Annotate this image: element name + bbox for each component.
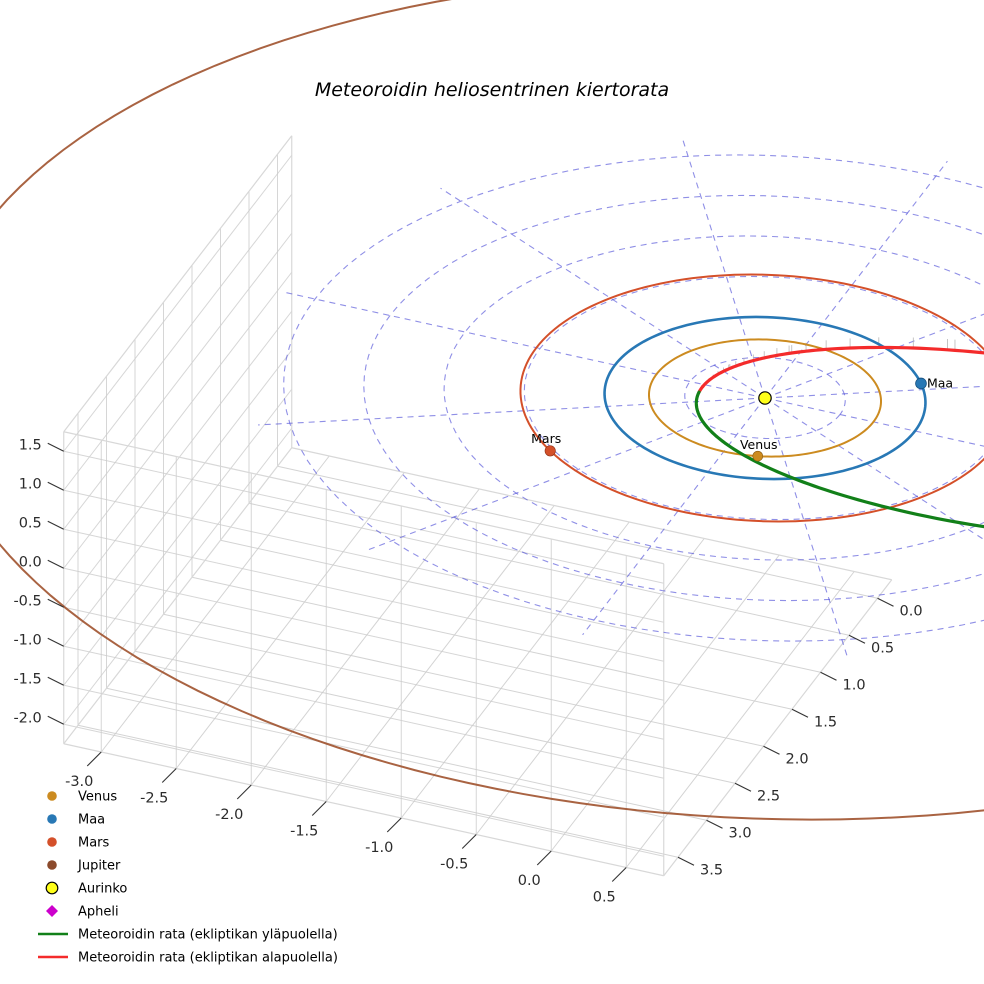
svg-text:1.0: 1.0 xyxy=(19,476,42,492)
meteoroid-orbit xyxy=(694,345,984,529)
svg-text:-1.0: -1.0 xyxy=(13,632,41,648)
axis-ticks: -3.0 -2.5 -2.0 -1.5 -1.0 -0.5 0.0 0.5 0.0 0.5 1.0 1… xyxy=(13,437,922,905)
legend-item-label: Jupiter xyxy=(77,859,121,874)
legend-item-label: Mars xyxy=(78,836,110,851)
legend-swatch-sun xyxy=(45,881,59,895)
svg-text:-0.5: -0.5 xyxy=(13,593,41,609)
planet-orbits xyxy=(0,0,984,821)
svg-text:-2.0: -2.0 xyxy=(215,807,243,823)
page-title: Meteoroidin heliosentrinen kiertorata xyxy=(315,79,669,101)
legend-swatch-diamond xyxy=(46,905,58,917)
svg-text:1.5: 1.5 xyxy=(19,437,42,453)
legend-swatch-dot xyxy=(47,791,57,801)
svg-text:0.0: 0.0 xyxy=(518,873,541,889)
axes-panes xyxy=(63,135,893,877)
svg-text:-1.5: -1.5 xyxy=(290,824,318,840)
svg-text:-1.5: -1.5 xyxy=(13,671,41,687)
svg-text:Maa: Maa xyxy=(927,375,953,390)
polar-grid xyxy=(258,139,984,657)
svg-text:0.5: 0.5 xyxy=(19,515,42,531)
legend-item-label: Venus xyxy=(78,790,117,805)
legend-item-label: Aurinko xyxy=(78,882,127,897)
legend-swatch-dot xyxy=(47,837,57,847)
svg-text:0.5: 0.5 xyxy=(871,640,894,656)
legend-item-label: Meteoroidin rata (ekliptikan yläpuolella… xyxy=(78,928,338,943)
legend-item-label: Meteoroidin rata (ekliptikan alapuolella… xyxy=(78,951,338,966)
legend-swatch-dot xyxy=(47,814,57,824)
svg-text:-2.5: -2.5 xyxy=(140,791,168,807)
svg-text:1.0: 1.0 xyxy=(843,677,866,693)
svg-text:Mars: Mars xyxy=(531,431,561,446)
body-markers: Mars Venus Maa xyxy=(531,375,953,462)
orbit-stems xyxy=(699,337,956,392)
svg-text:-2.0: -2.0 xyxy=(13,710,41,726)
svg-text:-3.0: -3.0 xyxy=(65,774,93,790)
svg-text:3.0: 3.0 xyxy=(729,825,752,841)
svg-text:3.5: 3.5 xyxy=(700,862,723,878)
legend-item-label: Maa xyxy=(78,813,105,828)
svg-text:2.5: 2.5 xyxy=(757,788,780,804)
svg-text:2.0: 2.0 xyxy=(786,751,809,767)
svg-text:1.5: 1.5 xyxy=(814,714,837,730)
svg-text:-0.5: -0.5 xyxy=(440,857,468,873)
svg-text:0.0: 0.0 xyxy=(19,554,42,570)
legend: Venus Maa Mars Jupiter Aurinko Apheli Meteoroi… xyxy=(38,790,338,966)
svg-text:0.0: 0.0 xyxy=(900,603,923,619)
svg-text:0.5: 0.5 xyxy=(593,890,616,906)
legend-swatch-dot xyxy=(47,860,57,870)
svg-text:Venus: Venus xyxy=(740,437,778,452)
svg-text:-1.0: -1.0 xyxy=(365,840,393,856)
legend-item-label: Apheli xyxy=(78,905,119,920)
